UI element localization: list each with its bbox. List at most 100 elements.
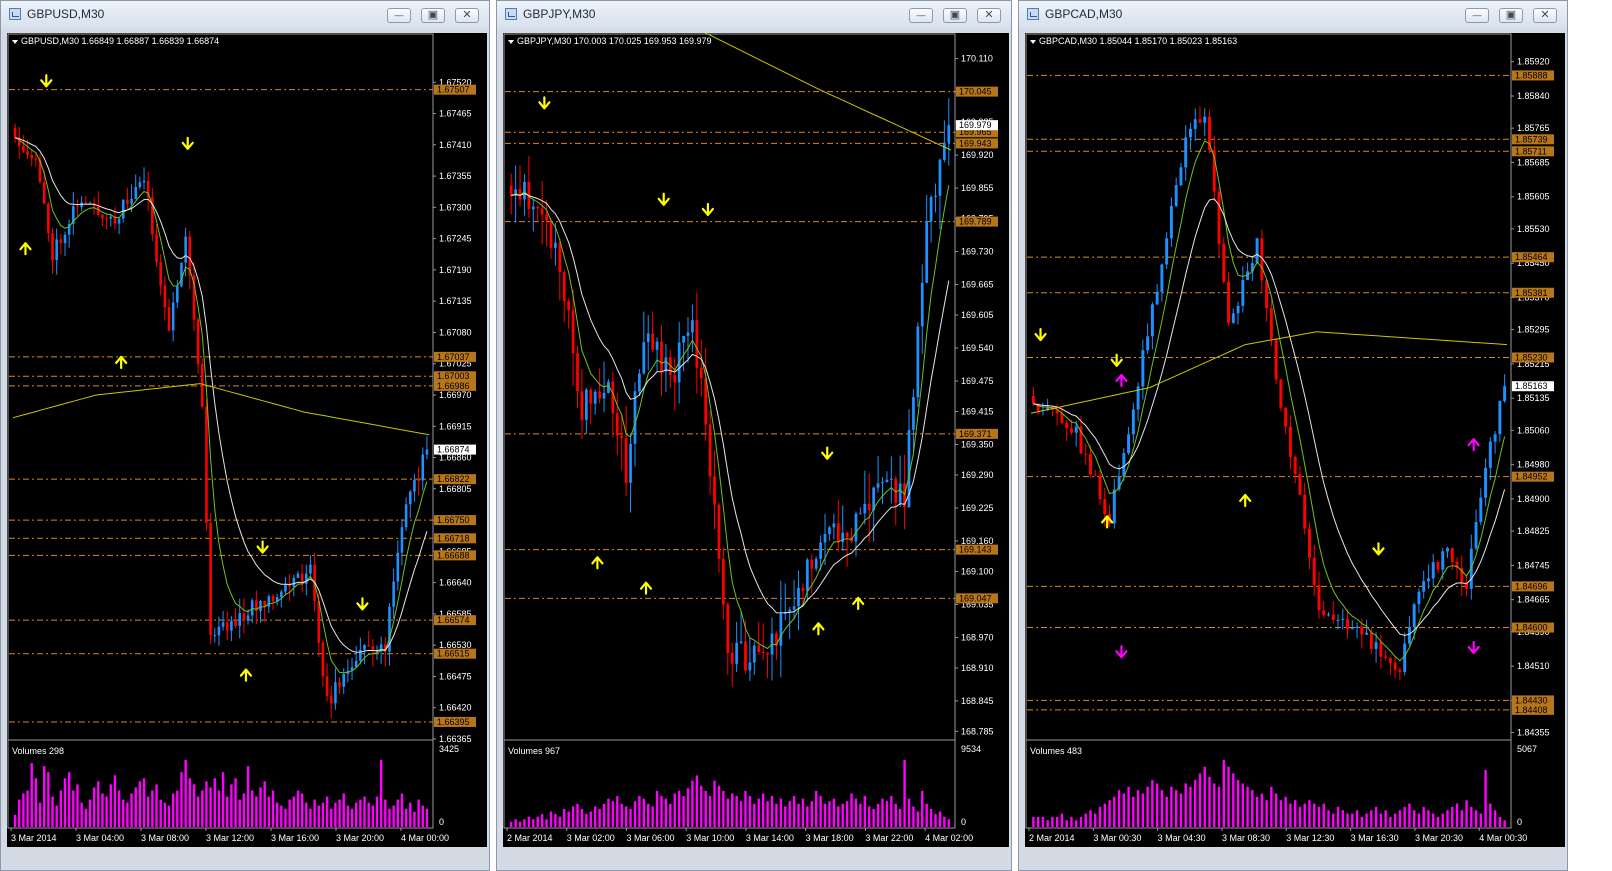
volume-bar — [916, 811, 920, 827]
volume-bar — [1036, 816, 1040, 827]
current-price-label: 1.85163 — [1515, 381, 1548, 391]
minimize-button[interactable] — [909, 8, 933, 23]
window-titlebar[interactable]: GBPJPY,M30 — [497, 1, 1011, 29]
volume-bar — [350, 808, 354, 827]
moving-average-long — [12, 383, 430, 436]
price-tick-label: 1.85295 — [1517, 325, 1550, 335]
time-tick-label: 3 Mar 04:00 — [76, 833, 124, 843]
close-button[interactable] — [977, 8, 1001, 23]
maximize-button[interactable] — [943, 8, 967, 23]
minimize-button[interactable] — [1465, 8, 1489, 23]
price-level-tag — [434, 474, 476, 485]
candle-body — [1212, 150, 1216, 192]
candle-body — [664, 357, 668, 372]
candle-body — [1488, 441, 1492, 468]
volume-bar — [384, 799, 387, 827]
chart-window-gbpcad[interactable]: GBPCAD,M30 GBPCAD,M30 1.85044 1.85170 1.… — [1018, 0, 1568, 871]
chart-window-gbpusd[interactable]: GBPUSD,M30 GBPUSD,M30 1.66849 1.66887 1.… — [0, 0, 490, 871]
signal-up-arrow-icon — [1467, 438, 1480, 452]
candle-body — [234, 620, 237, 626]
price-level-tag — [1512, 146, 1554, 157]
candle-body — [691, 320, 694, 333]
price-chart-svg[interactable]: GBPJPY,M30 170.003 170.025 169.953 169.9… — [503, 33, 1009, 847]
close-button[interactable] — [455, 8, 479, 23]
dropdown-triangle-icon — [1030, 40, 1036, 44]
current-price-label: 1.66874 — [437, 445, 470, 455]
chart-area[interactable]: GBPJPY,M30 170.003 170.025 169.953 169.9… — [503, 33, 1009, 847]
volume-bar — [325, 796, 329, 827]
candle-body — [271, 596, 275, 602]
candle-body — [867, 503, 871, 511]
volume-bar — [1232, 773, 1235, 827]
volume-bar — [151, 790, 154, 827]
candle-body — [1227, 281, 1231, 323]
volume-bar — [775, 803, 778, 827]
volume-bar — [660, 796, 663, 827]
volume-bar — [1317, 806, 1321, 827]
volume-bar — [1174, 790, 1178, 827]
volume-bar — [1046, 820, 1049, 827]
price-level-label: 1.66688 — [437, 550, 470, 560]
candle-body — [925, 221, 929, 283]
price-level-tag — [434, 615, 476, 626]
candle-body — [309, 564, 312, 574]
candle-body — [300, 573, 304, 584]
fractal-down-arrow-icon — [1110, 353, 1123, 367]
price-level-tag — [434, 351, 476, 362]
window-titlebar[interactable]: GBPCAD,M30 — [1019, 1, 1567, 29]
volume-bar — [1451, 806, 1454, 827]
candle-body — [105, 218, 108, 220]
candle-body — [359, 649, 362, 661]
volume-bar — [1255, 796, 1259, 827]
candle-body — [275, 597, 279, 602]
chart-area[interactable]: GBPUSD,M30 1.66849 1.66887 1.66839 1.668… — [7, 33, 487, 847]
candle-body — [163, 285, 167, 308]
price-level-label: 1.66395 — [437, 717, 470, 727]
volume-bar — [934, 814, 937, 827]
time-tick-label: 3 Mar 2014 — [11, 833, 57, 843]
volume-bar — [673, 793, 676, 827]
volume-bar — [63, 778, 67, 827]
candle-body — [942, 142, 946, 160]
candle-body — [72, 206, 75, 224]
volume-max-label: 3425 — [439, 744, 459, 754]
candle-body — [947, 125, 951, 143]
chart-window-gbpjpy[interactable]: GBPJPY,M30 GBPJPY,M30 170.003 170.025 16… — [496, 0, 1012, 871]
close-button[interactable] — [1533, 8, 1557, 23]
candle-body — [1131, 409, 1135, 435]
candle-body — [823, 533, 827, 543]
candle-body — [805, 559, 809, 592]
time-tick-label: 3 Mar 18:00 — [806, 833, 854, 843]
candle-body — [1269, 308, 1273, 339]
maximize-button[interactable] — [1499, 8, 1523, 23]
volumes-label: Volumes 298 — [12, 746, 64, 756]
price-chart-svg[interactable]: GBPCAD,M30 1.85044 1.85170 1.85023 1.851… — [1025, 33, 1565, 847]
window-titlebar[interactable]: GBPUSD,M30 — [1, 1, 489, 29]
price-level-label: 1.84600 — [1515, 623, 1548, 633]
minimize-button[interactable] — [387, 8, 411, 23]
current-price-label: 169.979 — [959, 120, 992, 130]
volume-bar — [1270, 786, 1273, 827]
volume-bar — [251, 790, 254, 827]
price-level-label: 1.66750 — [437, 515, 470, 525]
volume-bar — [664, 798, 668, 827]
candle-body — [929, 196, 933, 222]
volume-bar — [549, 811, 553, 827]
candle-body — [633, 391, 637, 444]
price-chart-svg[interactable]: GBPUSD,M30 1.66849 1.66887 1.66839 1.668… — [7, 33, 487, 847]
volume-bar — [34, 778, 38, 827]
price-level-tag — [434, 515, 476, 526]
candle-body — [1160, 264, 1164, 292]
candle-body — [55, 239, 58, 261]
volume-bar — [167, 805, 171, 827]
price-tick-label: 1.67080 — [439, 327, 472, 337]
chart-area[interactable]: GBPCAD,M30 1.85044 1.85170 1.85023 1.851… — [1025, 33, 1565, 847]
volume-bar — [1251, 790, 1254, 827]
fractal-down-arrow-icon — [40, 74, 53, 88]
candle-body — [80, 202, 83, 208]
candle-body — [863, 503, 867, 514]
maximize-button[interactable] — [421, 8, 445, 23]
volume-bar — [1032, 816, 1035, 827]
price-tick-label: 169.350 — [961, 440, 994, 450]
fractal-up-arrow-icon — [812, 622, 825, 636]
